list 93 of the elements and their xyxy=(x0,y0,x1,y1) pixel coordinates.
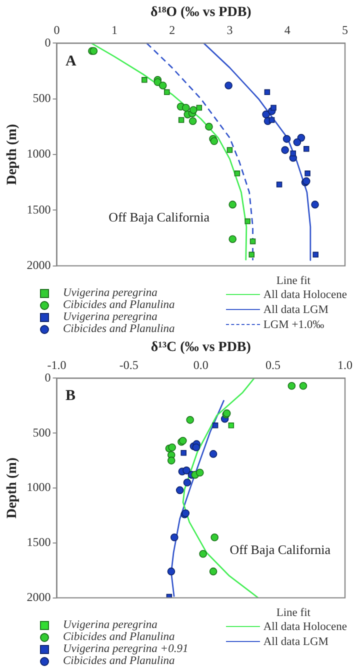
x-tick-label: -0.5 xyxy=(119,358,138,372)
annotation: B xyxy=(65,388,76,404)
point xyxy=(244,218,250,224)
point xyxy=(228,235,236,243)
point xyxy=(276,182,282,188)
point xyxy=(248,252,254,258)
legend-label: Uvigerina peregrina xyxy=(63,287,158,299)
point xyxy=(228,200,236,208)
point xyxy=(176,486,184,494)
y-tick-label: 1500 xyxy=(26,535,51,550)
point xyxy=(282,135,291,143)
point xyxy=(196,468,204,477)
point xyxy=(180,450,186,456)
legend-label: All data LGM xyxy=(263,636,328,648)
legend-label: All data Holocene xyxy=(263,620,347,632)
legend-label: All data Holocene xyxy=(263,288,347,300)
x-tick-label: 5 xyxy=(342,23,348,38)
point xyxy=(142,77,148,83)
x-tick-label: 2 xyxy=(169,23,176,38)
point xyxy=(234,170,240,176)
point xyxy=(226,147,233,153)
point xyxy=(209,450,218,458)
point xyxy=(312,252,318,258)
point xyxy=(299,382,308,390)
x-tick-label: 0.0 xyxy=(193,358,208,372)
y-tick-label: 0 xyxy=(44,35,51,50)
point xyxy=(304,146,310,152)
x-tick-label: 0.5 xyxy=(265,358,280,372)
y-tick-label: 500 xyxy=(32,91,51,106)
x-tick-label: 1.0 xyxy=(338,358,352,372)
y-tick-label: 500 xyxy=(32,425,51,440)
legend-label: Cibicides and Planulina xyxy=(63,655,175,667)
point xyxy=(210,137,218,146)
legend-title: Line fit xyxy=(275,275,312,287)
x-tick-label: 0 xyxy=(54,23,60,38)
point xyxy=(224,82,232,90)
x-axis-title: δ¹³C (‰ vs PDB) xyxy=(150,340,252,356)
legend-label: LGM +1.0‰ xyxy=(263,318,324,330)
legend-label: Cibicides and Planulina xyxy=(63,299,175,311)
legend-label: All data LGM xyxy=(263,304,328,316)
point xyxy=(164,89,170,96)
point xyxy=(168,443,176,452)
point xyxy=(228,422,234,428)
point xyxy=(196,104,202,111)
legend-title: Line fit xyxy=(275,607,312,619)
point xyxy=(158,82,167,90)
y-axis-title: Depth (m) xyxy=(5,457,20,519)
point xyxy=(182,466,190,474)
y-tick-label: 2000 xyxy=(26,258,51,272)
point xyxy=(170,534,178,542)
point xyxy=(183,478,192,486)
y-tick-label: 1000 xyxy=(26,146,51,161)
y-tick-label: 0 xyxy=(44,370,51,384)
point xyxy=(288,382,296,390)
point xyxy=(270,104,276,111)
point xyxy=(311,200,319,208)
y-tick-label: 2000 xyxy=(26,590,51,604)
annotation: Off Baja California xyxy=(230,542,331,557)
point xyxy=(293,138,302,146)
point xyxy=(210,534,218,542)
legend-label: Cibicides and Planulina xyxy=(63,323,175,335)
y-tick-label: 1500 xyxy=(26,202,51,216)
annotation: A xyxy=(65,53,76,70)
legend-label: Uvigerina peregrina xyxy=(63,311,158,323)
point xyxy=(186,416,194,424)
point xyxy=(188,117,197,126)
point xyxy=(212,422,218,428)
point xyxy=(192,443,200,452)
x-axis-title: δ¹⁸O (‰ vs PDB) xyxy=(150,5,252,20)
point xyxy=(264,89,270,96)
point xyxy=(182,104,190,112)
point xyxy=(290,150,296,156)
x-tick-label: 4 xyxy=(284,23,290,38)
point xyxy=(167,456,176,464)
point xyxy=(190,106,198,114)
point xyxy=(304,170,310,176)
y-axis-title: Depth (m) xyxy=(5,124,20,186)
point xyxy=(205,122,213,131)
point xyxy=(268,117,275,123)
legend-label: Cibicides and Planulina xyxy=(63,631,175,643)
x-tick-label: -1.0 xyxy=(47,358,66,372)
point xyxy=(199,550,207,558)
legend-label: Uvigerina peregrina xyxy=(63,619,158,631)
point xyxy=(250,238,256,244)
annotation: Off Baja California xyxy=(108,209,210,224)
point xyxy=(281,146,289,154)
point xyxy=(167,568,176,576)
x-tick-label: 1 xyxy=(111,23,118,38)
x-tick-label: 3 xyxy=(226,23,233,38)
legend-label: Uvigerina peregrina +0.91 xyxy=(63,643,188,655)
point xyxy=(209,568,218,576)
y-tick-label: 1000 xyxy=(26,480,51,494)
point xyxy=(178,117,184,123)
